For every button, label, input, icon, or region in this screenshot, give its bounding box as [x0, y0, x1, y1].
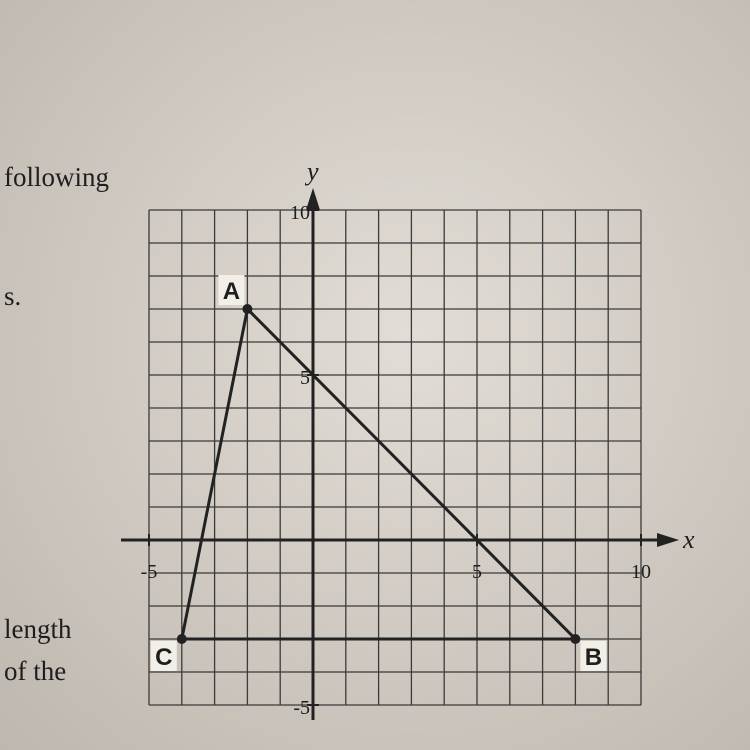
plot: A B C [150, 275, 607, 671]
x-axis-label: x [682, 525, 695, 554]
vertex-label: B [585, 644, 602, 671]
margin-text: following s. length of the [4, 162, 109, 686]
margin-line: length [4, 614, 72, 644]
x-tick-label: 5 [472, 561, 482, 583]
vertex [570, 634, 581, 644]
vertex-label: A [223, 278, 240, 305]
y-axis-arrow [306, 188, 320, 210]
vertex-label-box [150, 641, 177, 671]
margin-line: of the [4, 656, 66, 686]
y-tick-label: -5 [293, 697, 310, 719]
vertex-label-box [218, 275, 245, 305]
triangle [179, 307, 580, 641]
y-axis-label: y [304, 157, 319, 186]
grid: x y -5 5 10 -5 5 10 [121, 157, 695, 720]
vertex-label: C [155, 644, 172, 671]
x-tick-label: 10 [631, 561, 651, 583]
vertex [176, 634, 187, 644]
margin-line: following [4, 162, 109, 192]
x-axis-arrow [657, 533, 679, 547]
y-tick-label: 5 [300, 367, 310, 389]
vertex-label-box [580, 641, 607, 671]
margin-line: s. [4, 281, 21, 311]
vertex [242, 304, 253, 314]
y-tick-label: 10 [290, 202, 310, 224]
x-tick-label: -5 [141, 561, 158, 583]
